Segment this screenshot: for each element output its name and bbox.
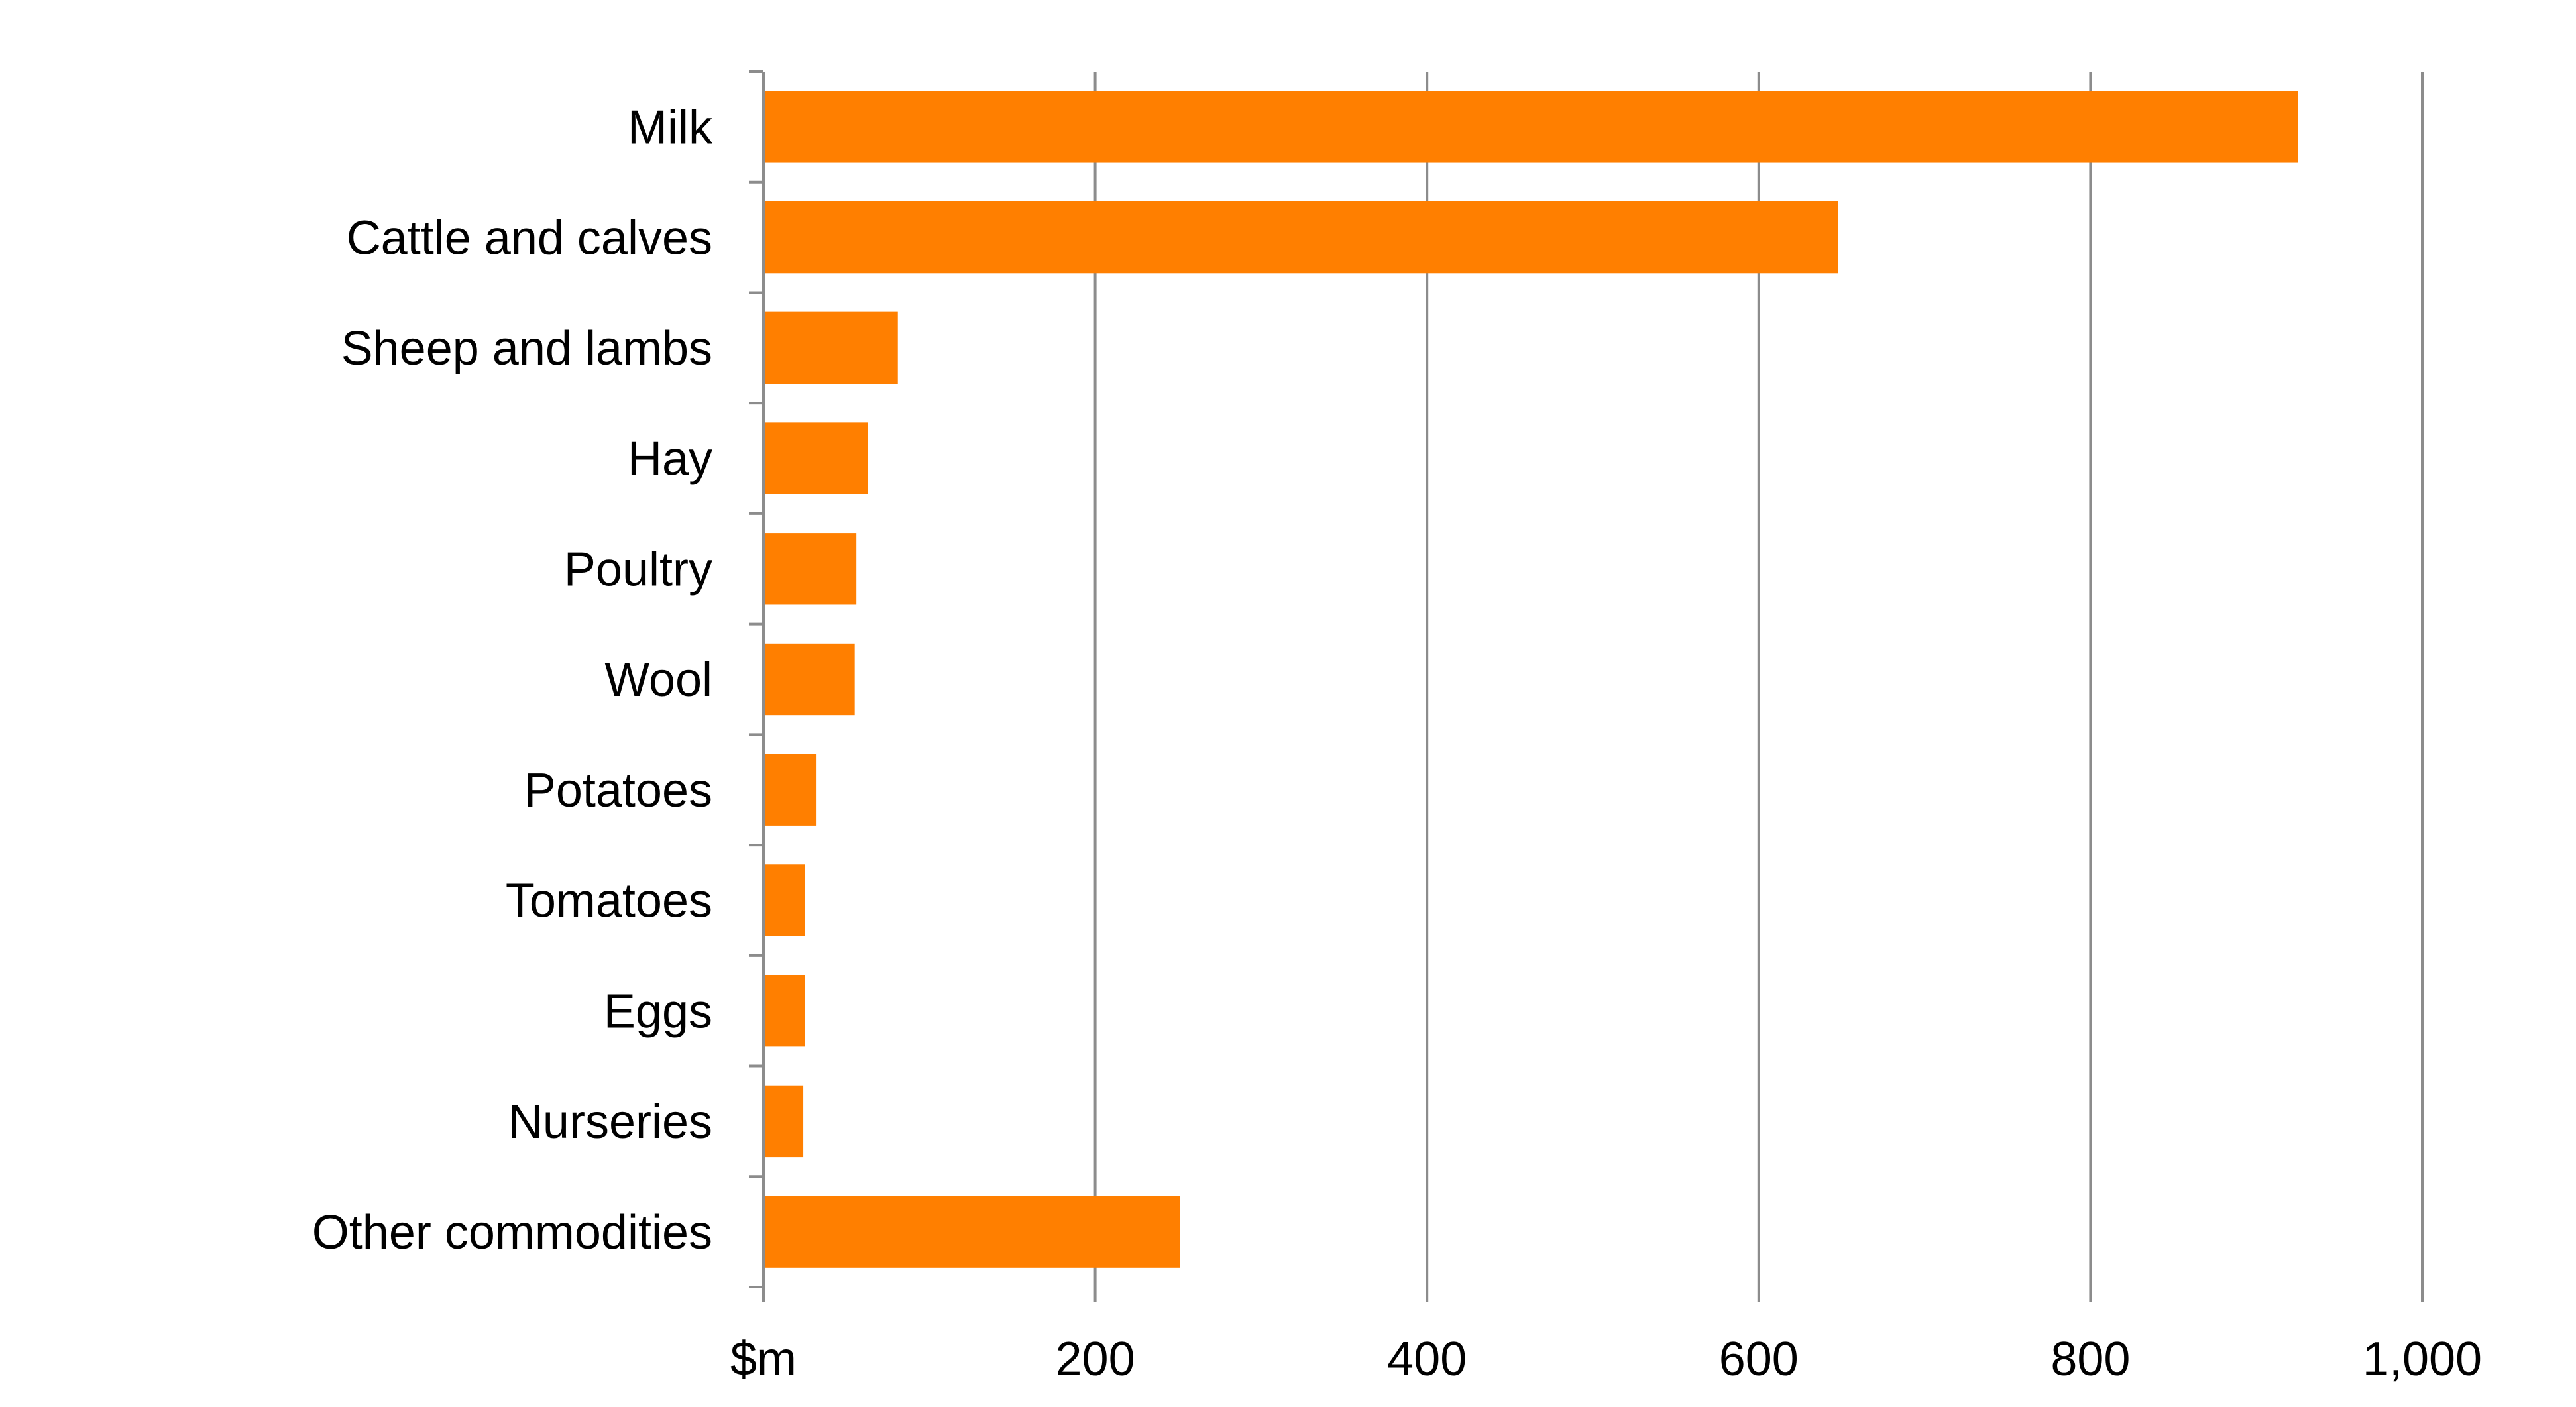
bar xyxy=(763,1085,804,1158)
x-tick-label: 400 xyxy=(1387,1333,1467,1386)
category-label: Sheep and lambs xyxy=(341,322,712,375)
x-axis-unit-label: $m xyxy=(730,1333,797,1386)
bar xyxy=(763,422,868,494)
category-label: Tomatoes xyxy=(506,875,712,928)
bar xyxy=(763,864,805,936)
bar xyxy=(763,1196,1180,1268)
x-tick-label: 800 xyxy=(2050,1333,2130,1386)
bar xyxy=(763,754,817,826)
bars xyxy=(763,91,2298,1268)
category-label: Wool xyxy=(604,653,712,706)
category-label: Poultry xyxy=(564,543,712,596)
category-labels: Milk Cattle and calves Sheep and lambs Hay P… xyxy=(312,101,713,1259)
category-label: Eggs xyxy=(604,985,712,1038)
x-tick-label: 1,000 xyxy=(2363,1333,2482,1386)
category-label: Hay xyxy=(628,433,712,486)
x-tick-label: 200 xyxy=(1056,1333,1135,1386)
category-label: Other commodities xyxy=(312,1206,712,1259)
bar xyxy=(763,311,898,384)
category-label: Potatoes xyxy=(524,764,712,817)
bar xyxy=(763,974,805,1047)
x-tick-label: 600 xyxy=(1719,1333,1799,1386)
bar xyxy=(763,533,857,605)
gridlines xyxy=(1093,72,2424,1302)
category-axis xyxy=(749,70,765,1302)
category-label: Nurseries xyxy=(508,1096,712,1149)
category-label: Cattle and calves xyxy=(347,211,712,264)
bar xyxy=(763,91,2298,163)
bar xyxy=(763,643,855,716)
category-label: Milk xyxy=(628,101,713,154)
bar xyxy=(763,201,1838,274)
value-axis-tick-labels: 200 400 600 800 1,000 xyxy=(1056,1333,2483,1386)
